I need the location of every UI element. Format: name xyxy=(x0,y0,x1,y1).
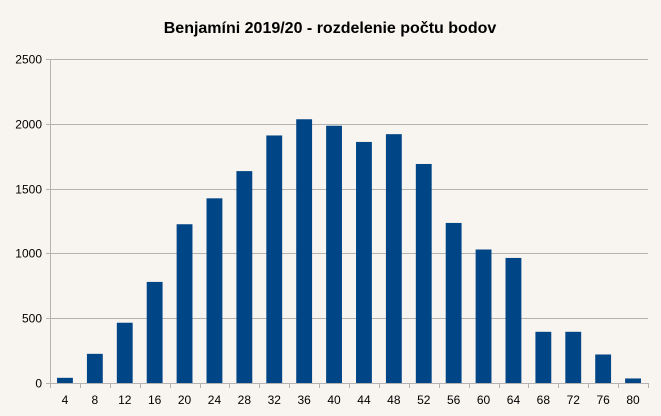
bar-56 xyxy=(445,222,462,383)
y-tick-label: 1000 xyxy=(15,247,42,261)
x-tick-label: 40 xyxy=(327,393,341,407)
gridlines xyxy=(50,59,648,319)
y-tick-label: 1500 xyxy=(15,183,42,197)
x-tick-label: 68 xyxy=(537,393,551,407)
bar-68 xyxy=(535,331,552,383)
x-tick-label: 4 xyxy=(62,393,69,407)
x-tick-label: 12 xyxy=(118,393,132,407)
y-tick-label: 2500 xyxy=(15,53,42,67)
x-tick-label: 36 xyxy=(297,393,311,407)
x-tick-label: 28 xyxy=(238,393,252,407)
bar-28 xyxy=(236,171,253,383)
x-tick-label: 8 xyxy=(92,393,99,407)
bar-12 xyxy=(116,322,133,383)
bar-64 xyxy=(505,257,522,383)
bar-8 xyxy=(86,353,103,383)
bar-52 xyxy=(415,163,432,383)
x-tick-label: 76 xyxy=(596,393,610,407)
x-tick-label: 80 xyxy=(626,393,640,407)
bar-20 xyxy=(176,224,193,383)
x-tick-label: 56 xyxy=(447,393,461,407)
axes xyxy=(46,59,649,388)
bar-40 xyxy=(326,125,342,383)
y-tick-label: 0 xyxy=(35,377,42,391)
bar-72 xyxy=(565,331,582,383)
x-tick-label: 44 xyxy=(357,393,371,407)
x-tick-label: 20 xyxy=(178,393,192,407)
bar-80 xyxy=(625,378,641,383)
bar-48 xyxy=(385,134,402,383)
x-tick-label: 72 xyxy=(567,393,581,407)
y-tick-label: 2000 xyxy=(15,118,42,132)
bar-44 xyxy=(356,141,372,383)
bar-4 xyxy=(57,377,73,383)
x-tick-label: 48 xyxy=(387,393,401,407)
bar-32 xyxy=(266,135,283,383)
x-tick-label: 64 xyxy=(507,393,521,407)
x-tick-label: 16 xyxy=(148,393,162,407)
x-axis-tick-labels: 4 8 12 16 20 24 28 32 36 40 44 48 52 56 60 64 68 72 76 80 xyxy=(62,393,640,407)
bar-36 xyxy=(296,119,313,383)
bars xyxy=(57,119,641,383)
y-axis-tick-labels: 0 500 1000 1500 2000 2500 xyxy=(15,53,42,391)
x-tick-label: 52 xyxy=(417,393,431,407)
chart-title: Benjamíni 2019/20 - rozdelenie počtu bod… xyxy=(164,20,497,37)
x-tick-label: 32 xyxy=(268,393,282,407)
x-tick-label: 24 xyxy=(208,393,222,407)
y-tick-label: 500 xyxy=(22,312,42,326)
bar-16 xyxy=(146,281,163,383)
bar-60 xyxy=(475,249,492,383)
x-tick-label: 60 xyxy=(477,393,491,407)
bar-24 xyxy=(206,198,223,383)
bar-76 xyxy=(595,354,612,383)
